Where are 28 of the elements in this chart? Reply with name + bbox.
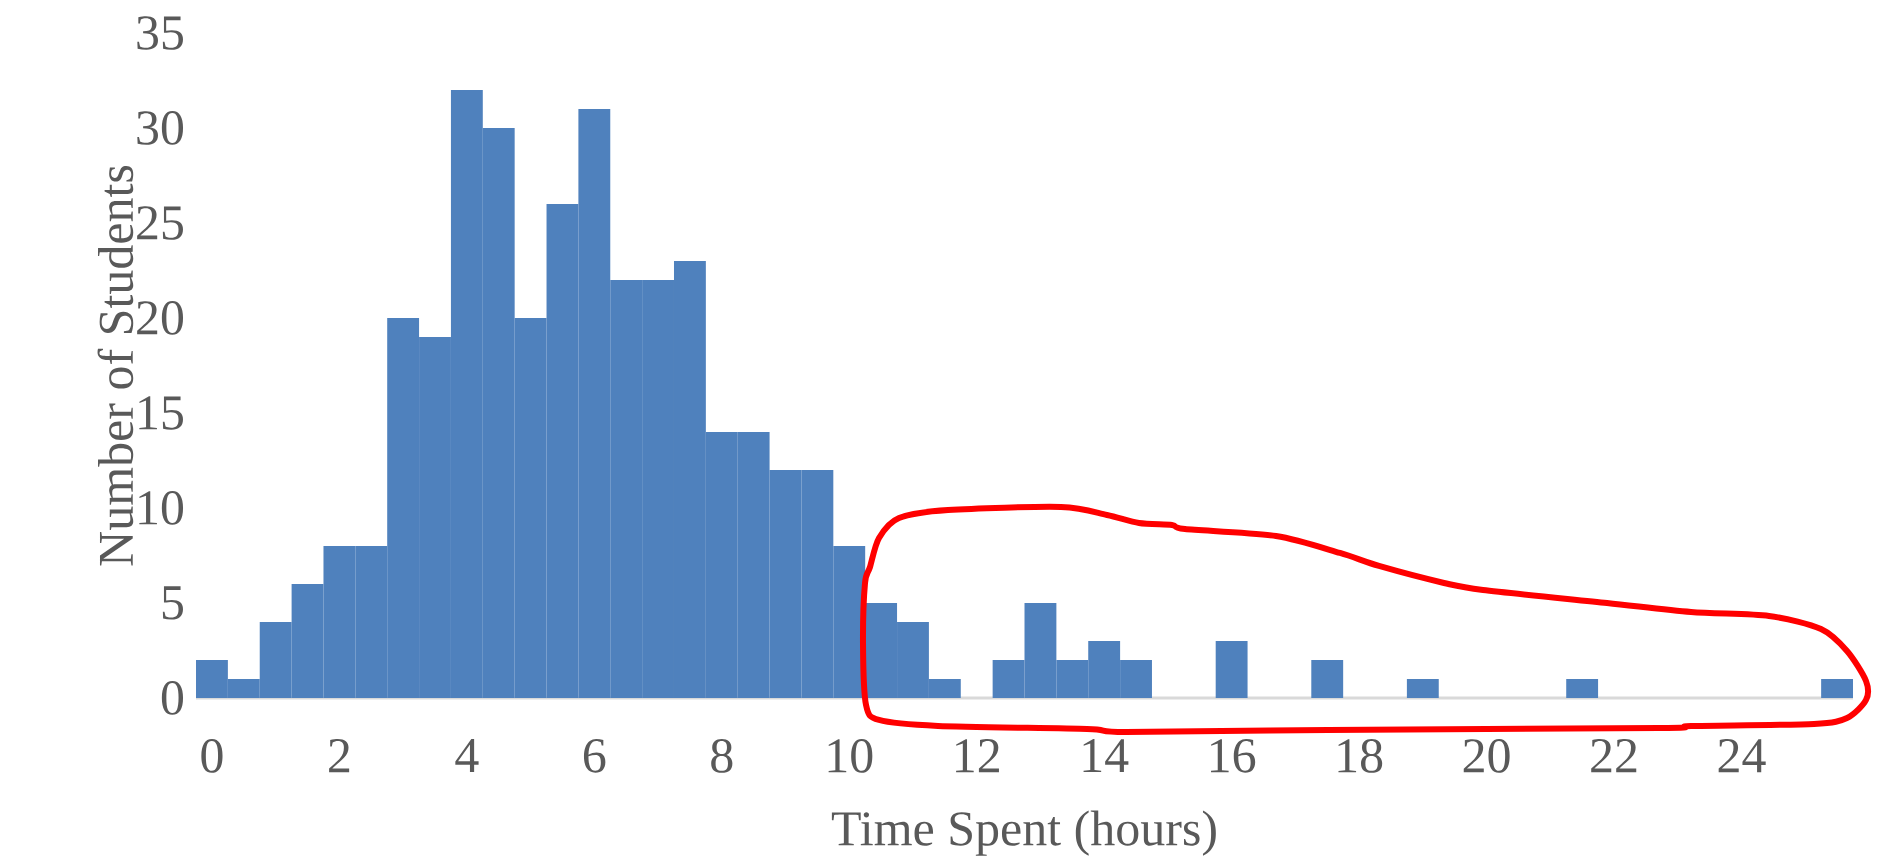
bar: [1821, 678, 1854, 698]
bar: [1311, 659, 1344, 698]
bar: [1215, 640, 1248, 698]
y-tick-label: 25: [137, 206, 183, 240]
y-tick-label: 30: [137, 111, 184, 145]
x-tick-label: 0: [201, 739, 223, 773]
x-tick-label: 2: [329, 739, 350, 773]
x-tick-label: 16: [1211, 739, 1256, 773]
y-axis-title: Number of Students: [97, 165, 134, 566]
y-tick-label: 35: [137, 16, 183, 50]
x-tick-label: 4: [455, 739, 479, 772]
x-tick-label: 6: [583, 739, 606, 773]
bar: [1406, 678, 1439, 698]
y-tick-label: 5: [162, 586, 183, 620]
y-tick-label: 0: [161, 681, 184, 715]
y-tick-label: 20: [137, 301, 184, 335]
x-tick-label: 18: [1338, 739, 1383, 773]
y-tick-label: 15: [139, 396, 183, 430]
x-tick-label: 24: [1718, 739, 1766, 773]
bar: [1566, 678, 1599, 698]
x-tick-label: 22: [1591, 739, 1637, 773]
x-axis-title: Time Spent (hours): [831, 810, 1216, 856]
x-tick-label: 20: [1463, 739, 1510, 773]
x-tick-label: 14: [1083, 739, 1129, 773]
x-tick-label: 10: [828, 739, 873, 773]
x-tick-label: 12: [956, 739, 999, 773]
x-tick-label: 8: [711, 739, 733, 773]
y-tick-label: 10: [139, 491, 184, 525]
